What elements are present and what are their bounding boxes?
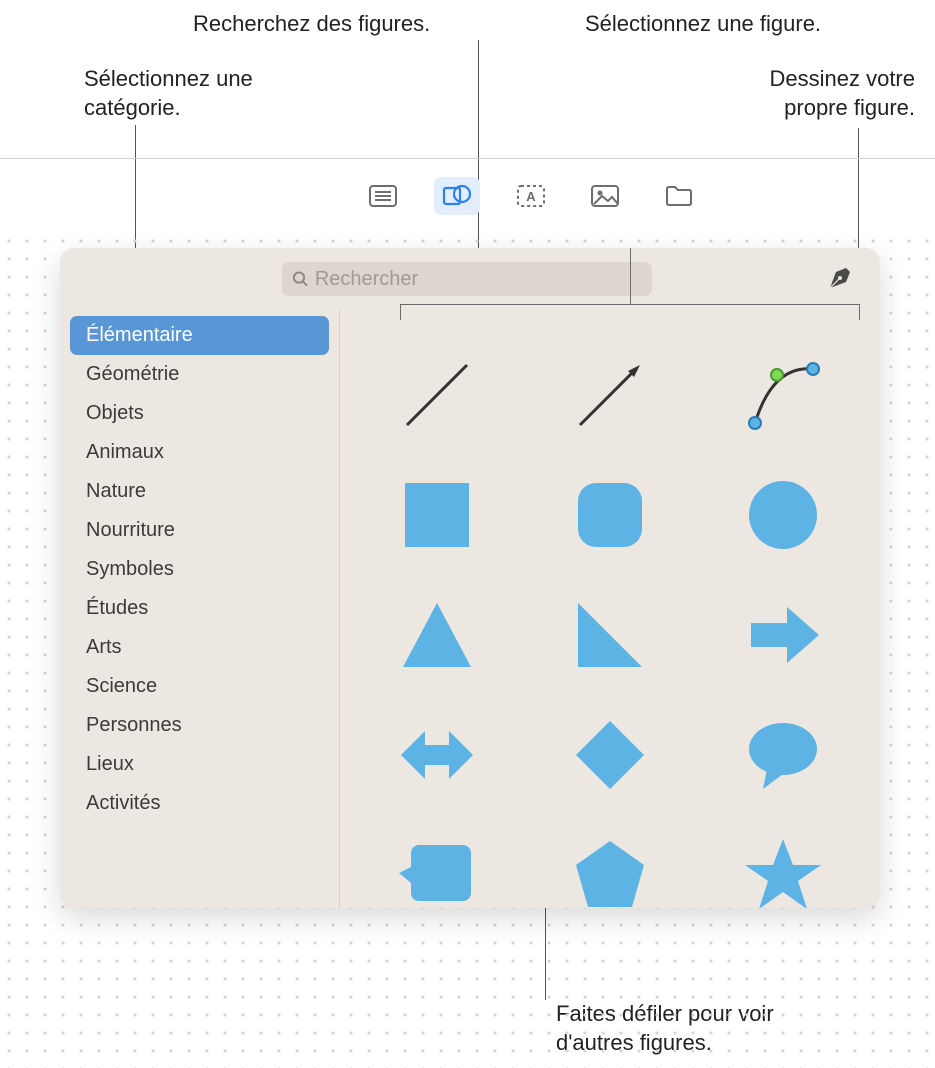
category-item[interactable]: Lieux	[70, 745, 329, 784]
callout-bracket-stem	[630, 248, 631, 305]
callout-draw-own-l2: propre figure.	[784, 95, 915, 120]
shapes-icon	[442, 183, 472, 209]
list-icon	[369, 185, 397, 207]
toolbar-folder-button[interactable]	[656, 177, 702, 215]
category-item[interactable]: Arts	[70, 628, 329, 667]
callout-select-category-l1: Sélectionnez une	[84, 66, 253, 91]
category-sidebar: ÉlémentaireGéométrieObjetsAnimauxNatureN…	[60, 310, 340, 908]
shape-square[interactable]	[392, 470, 482, 560]
callout-select-category-l2: catégorie.	[84, 95, 181, 120]
shape-diamond[interactable]	[565, 710, 655, 800]
toolbar: A	[0, 158, 935, 232]
category-item[interactable]: Nourriture	[70, 511, 329, 550]
category-item[interactable]: Études	[70, 589, 329, 628]
shape-triangle[interactable]	[392, 590, 482, 680]
search-icon	[292, 270, 309, 288]
shapes-popover: ÉlémentaireGéométrieObjetsAnimauxNatureN…	[60, 248, 880, 908]
callout-bracket	[400, 304, 860, 320]
category-item[interactable]: Symboles	[70, 550, 329, 589]
shape-right-triangle[interactable]	[565, 590, 655, 680]
category-item[interactable]: Personnes	[70, 706, 329, 745]
draw-shape-button[interactable]	[820, 260, 858, 298]
callout-draw-own: Dessinez votre propre figure.	[769, 65, 915, 122]
search-field-wrap[interactable]	[282, 262, 652, 296]
shape-line[interactable]	[392, 350, 482, 440]
callout-select-shape: Sélectionnez une figure.	[585, 10, 821, 39]
shape-bezier-curve[interactable]	[738, 350, 828, 440]
shape-arrow-right[interactable]	[738, 590, 828, 680]
category-item[interactable]: Nature	[70, 472, 329, 511]
callout-draw-own-l1: Dessinez votre	[769, 66, 915, 91]
panel-top-bar	[60, 248, 880, 310]
category-item[interactable]: Activités	[70, 784, 329, 823]
callout-select-category: Sélectionnez une catégorie.	[84, 65, 253, 122]
shape-circle[interactable]	[738, 470, 828, 560]
search-input[interactable]	[315, 268, 642, 291]
shape-arrow-line[interactable]	[565, 350, 655, 440]
toolbar-shapes-button[interactable]	[434, 177, 480, 215]
category-item[interactable]: Géométrie	[70, 355, 329, 394]
shape-pentagon[interactable]	[565, 830, 655, 908]
svg-text:A: A	[526, 189, 536, 204]
category-item[interactable]: Science	[70, 667, 329, 706]
shape-rounded-square[interactable]	[565, 470, 655, 560]
shape-star[interactable]	[738, 830, 828, 908]
panel-body: ÉlémentaireGéométrieObjetsAnimauxNatureN…	[60, 310, 880, 908]
shape-speech-bubble[interactable]	[738, 710, 828, 800]
category-item[interactable]: Objets	[70, 394, 329, 433]
text-icon: A	[516, 184, 546, 208]
toolbar-media-button[interactable]	[582, 177, 628, 215]
pen-nib-icon	[826, 266, 852, 292]
shape-grid[interactable]	[340, 310, 880, 908]
folder-icon	[665, 185, 693, 207]
shape-callout-box[interactable]	[392, 830, 482, 908]
media-icon	[590, 184, 620, 208]
shape-arrow-double[interactable]	[392, 710, 482, 800]
toolbar-text-button[interactable]: A	[508, 177, 554, 215]
category-item[interactable]: Élémentaire	[70, 316, 329, 355]
category-item[interactable]: Animaux	[70, 433, 329, 472]
callout-search: Recherchez des figures.	[193, 10, 430, 39]
toolbar-list-button[interactable]	[360, 177, 406, 215]
